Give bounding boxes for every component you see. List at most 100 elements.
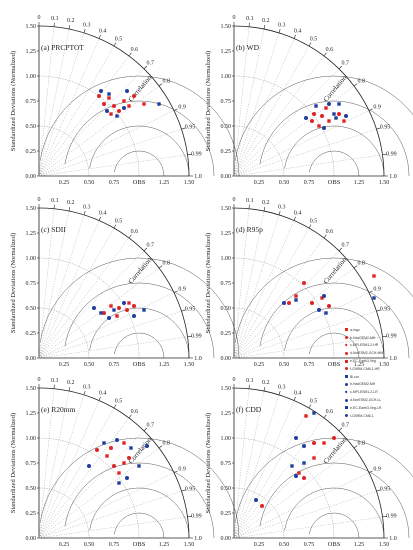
corr-tick [293, 34, 296, 39]
corr-tick [83, 211, 86, 215]
corr-ray [233, 110, 370, 177]
corr-tick [128, 234, 132, 239]
corr-tick-label: 0.1 [51, 198, 59, 204]
data-point-blue [137, 464, 141, 468]
corr-tick-label: 0.4 [294, 390, 302, 396]
x-tick-label: 0.75 [109, 180, 120, 186]
y-tick-label: 0.50 [221, 486, 232, 492]
y-tick-label: 0.50 [26, 124, 37, 130]
x-tick-label: 0.50 [84, 180, 95, 186]
y-tick-label: 0.00 [221, 536, 232, 542]
legend-label: e-EC-Earth3-Veg-LR [350, 405, 382, 410]
data-point-red [332, 436, 336, 440]
data-point-blue [112, 308, 116, 312]
corr-tick [187, 335, 192, 338]
corr-ray [38, 45, 115, 177]
legend-item: a-Ingo [345, 326, 411, 334]
obs-label: OBS [133, 541, 146, 548]
data-point-red [117, 471, 121, 475]
corr-tick-label: 0.7 [147, 422, 155, 428]
corr-tick-label: 0.95 [380, 124, 391, 130]
legend-marker [345, 328, 348, 332]
corr-tick [323, 414, 327, 419]
corr-tick [128, 414, 132, 419]
data-point-red [117, 306, 121, 310]
outer-arc [233, 25, 385, 177]
corr-tick-label: 0.5 [310, 36, 318, 42]
y-tick-label: 0.50 [26, 486, 37, 492]
corr-tick [263, 387, 266, 392]
data-point-red [127, 456, 131, 460]
corr-tick-label: 0.99 [191, 514, 202, 520]
data-point-red [105, 454, 109, 458]
corr-ray [38, 400, 100, 539]
data-point-blue [290, 464, 294, 468]
y-tick-label: 0.25 [26, 511, 37, 517]
rms-arc [309, 512, 360, 539]
correlation-title: Correlation [127, 73, 154, 103]
corr-tick [143, 427, 148, 432]
corr-tick-label: 1.0 [389, 356, 397, 362]
corr-tick-label: 0.4 [294, 210, 302, 216]
rms-arc [64, 462, 215, 539]
corr-tick-label: 0.1 [246, 198, 254, 204]
corr-tick-label: 0.1 [246, 378, 254, 384]
legend-marker [344, 343, 348, 348]
corr-tick-label: 0.2 [262, 18, 270, 24]
data-point-red [132, 94, 136, 98]
corr-tick-label: 0.1 [51, 378, 59, 384]
corr-tick [113, 42, 117, 47]
corr-tick-label: 0.95 [380, 486, 391, 492]
data-point-red [327, 119, 331, 123]
corr-ray [233, 38, 295, 177]
corr-ray [233, 154, 383, 177]
data-point-blue [115, 438, 119, 442]
corr-ray [233, 407, 310, 539]
x-tick-label: 1.25 [354, 542, 365, 548]
corr-tick [278, 391, 281, 395]
corr-tick-label: 0.8 [162, 79, 170, 85]
data-point-blue [87, 464, 91, 468]
data-point-red [297, 471, 301, 475]
x-tick-label: 0.75 [109, 542, 120, 548]
x-tick-label: 1.50 [184, 362, 195, 368]
data-point-red [125, 308, 129, 312]
std-arc [233, 125, 285, 177]
legend-marker [345, 406, 348, 410]
corr-tick [376, 309, 381, 312]
corr-ray [38, 154, 188, 177]
legend-label: a-Ingo [350, 327, 360, 332]
corr-ray [38, 292, 175, 359]
legend-label: Bi-cor [350, 374, 359, 379]
corr-tick-label: 0.99 [386, 334, 397, 340]
data-point-blue [312, 411, 316, 415]
corr-ray [38, 110, 175, 177]
y-axis-title: Standardized Deviations (Normalized) [205, 51, 212, 151]
rms-arc [89, 125, 190, 177]
correlation-title: Correlation [322, 255, 349, 285]
x-tick-label: 1.50 [379, 180, 390, 186]
legend-label: b-HadGEM2-MH [350, 335, 376, 340]
corr-ray [233, 310, 377, 359]
rms-arc [89, 307, 190, 359]
corr-tick-label: 0.7 [147, 242, 155, 248]
corr-tick-label: 0.4 [99, 28, 107, 34]
corr-tick [263, 207, 266, 212]
corr-tick [143, 247, 148, 252]
corr-tick-label: 0.7 [342, 60, 350, 66]
corr-tick-label: 1.0 [194, 536, 202, 542]
y-axis-title: Standardized Deviations (Normalized) [10, 51, 17, 151]
data-point-red [122, 461, 126, 465]
corr-ray [233, 68, 340, 177]
rms-arc [39, 75, 240, 177]
panel-title: (e) R20mm [41, 405, 76, 414]
corr-ray [38, 220, 100, 359]
x-tick-label: 1.25 [159, 542, 170, 548]
y-tick-label: 0.50 [221, 124, 232, 130]
data-point-blue [92, 306, 96, 310]
y-tick-label: 0.25 [26, 149, 37, 155]
std-arc [38, 257, 140, 359]
data-point-blue [314, 104, 318, 108]
corr-tick [293, 396, 296, 401]
data-point-blue [324, 311, 328, 315]
